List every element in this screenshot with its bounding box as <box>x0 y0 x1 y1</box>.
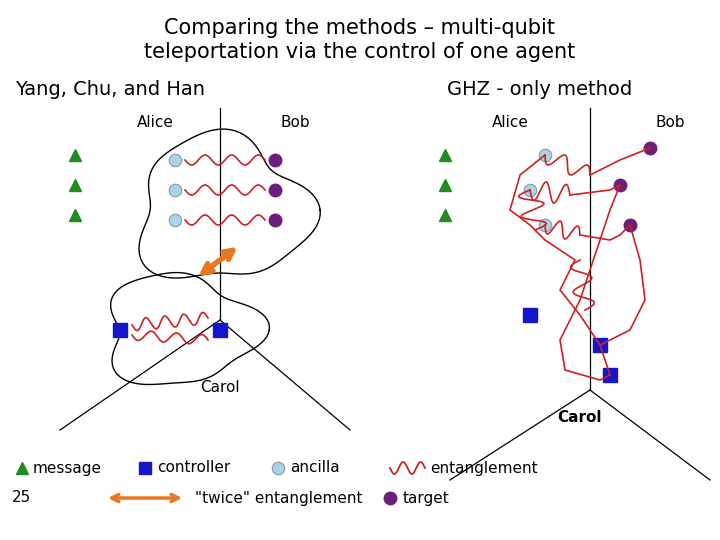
Text: Carol: Carol <box>200 380 240 395</box>
Text: target: target <box>403 490 450 505</box>
Text: Alice: Alice <box>492 115 528 130</box>
Text: ancilla: ancilla <box>290 461 340 476</box>
Text: Alice: Alice <box>137 115 174 130</box>
Text: Bob: Bob <box>280 115 310 130</box>
Text: controller: controller <box>157 461 230 476</box>
Text: teleportation via the control of one agent: teleportation via the control of one age… <box>145 42 575 62</box>
Text: Yang, Chu, and Han: Yang, Chu, and Han <box>15 80 205 99</box>
Text: Bob: Bob <box>655 115 685 130</box>
Text: "twice" entanglement: "twice" entanglement <box>195 490 362 505</box>
Text: entanglement: entanglement <box>430 461 538 476</box>
Text: Carol: Carol <box>558 410 602 425</box>
Text: Comparing the methods – multi-qubit: Comparing the methods – multi-qubit <box>164 18 556 38</box>
Text: GHZ - only method: GHZ - only method <box>447 80 633 99</box>
Text: message: message <box>33 461 102 476</box>
Text: 25: 25 <box>12 490 31 505</box>
